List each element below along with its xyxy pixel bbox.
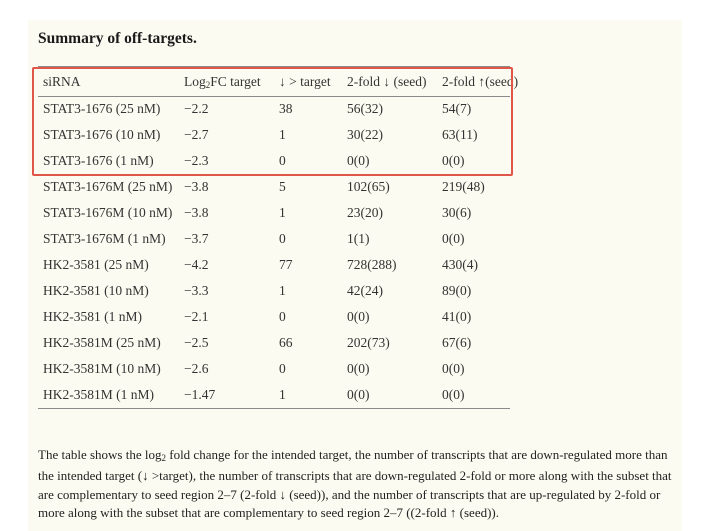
highlight-box [32, 67, 513, 176]
cell-2fold-down-seed: 23(20) [347, 205, 383, 220]
cell-2fold-down-seed: 0(0) [347, 387, 370, 402]
table-title: Summary of off-targets. [38, 30, 197, 47]
caption-log-sub: 2 [161, 453, 166, 463]
cell-down-target: 38 [279, 101, 293, 116]
cell-2fold-down-seed: 728(288) [347, 257, 397, 272]
cell-down-target: 5 [279, 179, 286, 194]
caption-text-start: The table shows the log [38, 447, 162, 462]
cell-down-target: 0 [279, 361, 286, 376]
table-top-rule [38, 66, 510, 67]
cell-down-target: 77 [279, 257, 293, 272]
cell-log2fc-target: −2.2 [184, 101, 209, 116]
table-row: STAT3-1676 (1 nM) −2.3 0 0(0) 0(0) [38, 148, 522, 174]
cell-2fold-up-seed: 0(0) [442, 387, 465, 402]
cell-sirna: STAT3-1676 (1 nM) [43, 153, 154, 168]
table-caption: The table shows the log2 fold change for… [38, 446, 684, 523]
header-log-suffix: FC target [210, 74, 261, 89]
cell-sirna: HK2-3581M (10 nM) [43, 361, 161, 376]
caption-text-rest: fold change for the intended target, the… [38, 447, 672, 521]
cell-down-target: 1 [279, 283, 286, 298]
table-header-row: siRNA Log2FC target ↓ > target 2-fold ↓ … [38, 68, 522, 96]
cell-2fold-up-seed: 54(7) [442, 101, 472, 116]
header-2fold-up-seed: 2-fold ↑(seed) [442, 74, 519, 89]
content-panel [28, 20, 682, 531]
table-bottom-rule [38, 408, 510, 409]
table-row: STAT3-1676 (10 nM) −2.7 1 30(22) 63(11) [38, 122, 522, 148]
table-row: STAT3-1676 (25 nM) −2.2 38 56(32) 54(7) [38, 96, 522, 122]
table-row: STAT3-1676M (1 nM) −3.7 0 1(1) 0(0) [38, 226, 522, 252]
cell-2fold-down-seed: 102(65) [347, 179, 390, 194]
cell-log2fc-target: −3.3 [184, 283, 209, 298]
cell-down-target: 0 [279, 309, 286, 324]
cell-down-target: 66 [279, 335, 293, 350]
cell-2fold-down-seed: 0(0) [347, 361, 370, 376]
cell-log2fc-target: −2.3 [184, 153, 209, 168]
cell-2fold-up-seed: 67(6) [442, 335, 472, 350]
cell-log2fc-target: −2.5 [184, 335, 209, 350]
cell-log2fc-target: −4.2 [184, 257, 209, 272]
cell-2fold-up-seed: 0(0) [442, 153, 465, 168]
cell-log2fc-target: −3.8 [184, 205, 209, 220]
cell-down-target: 1 [279, 387, 286, 402]
cell-2fold-up-seed: 0(0) [442, 231, 465, 246]
cell-sirna: HK2-3581M (25 nM) [43, 335, 161, 350]
cell-2fold-down-seed: 202(73) [347, 335, 390, 350]
cell-2fold-down-seed: 1(1) [347, 231, 370, 246]
table-row: HK2-3581M (10 nM) −2.6 0 0(0) 0(0) [38, 356, 522, 382]
cell-sirna: STAT3-1676 (10 nM) [43, 127, 161, 142]
cell-2fold-up-seed: 0(0) [442, 361, 465, 376]
cell-log2fc-target: −2.7 [184, 127, 209, 142]
cell-2fold-down-seed: 42(24) [347, 283, 383, 298]
cell-sirna: HK2-3581 (25 nM) [43, 257, 149, 272]
table-row: HK2-3581 (10 nM) −3.3 1 42(24) 89(0) [38, 278, 522, 304]
cell-sirna: HK2-3581 (1 nM) [43, 309, 142, 324]
cell-sirna: STAT3-1676M (1 nM) [43, 231, 166, 246]
cell-log2fc-target: −3.8 [184, 179, 209, 194]
cell-log2fc-target: −2.1 [184, 309, 209, 324]
cell-2fold-down-seed: 0(0) [347, 309, 370, 324]
cell-sirna: HK2-3581M (1 nM) [43, 387, 154, 402]
table-row: HK2-3581M (1 nM) −1.47 1 0(0) 0(0) [38, 382, 522, 408]
cell-down-target: 0 [279, 153, 286, 168]
cell-sirna: STAT3-1676 (25 nM) [43, 101, 161, 116]
header-sirna: siRNA [43, 74, 81, 89]
cell-down-target: 1 [279, 205, 286, 220]
cell-2fold-up-seed: 41(0) [442, 309, 472, 324]
cell-2fold-up-seed: 219(48) [442, 179, 485, 194]
cell-log2fc-target: −3.7 [184, 231, 209, 246]
cell-sirna: HK2-3581 (10 nM) [43, 283, 149, 298]
cell-log2fc-target: −2.6 [184, 361, 209, 376]
header-log2fc-target: Log2FC target [179, 68, 274, 96]
cell-2fold-down-seed: 56(32) [347, 101, 383, 116]
cell-sirna: STAT3-1676M (25 nM) [43, 179, 173, 194]
cell-2fold-up-seed: 63(11) [442, 127, 478, 142]
cell-down-target: 0 [279, 231, 286, 246]
header-2fold-down-seed: 2-fold ↓ (seed) [347, 74, 427, 89]
cell-2fold-up-seed: 89(0) [442, 283, 472, 298]
off-targets-table: siRNA Log2FC target ↓ > target 2-fold ↓ … [38, 68, 522, 408]
cell-2fold-down-seed: 30(22) [347, 127, 383, 142]
table-row: HK2-3581M (25 nM) −2.5 66 202(73) 67(6) [38, 330, 522, 356]
header-down-target: ↓ > target [279, 74, 331, 89]
cell-2fold-up-seed: 430(4) [442, 257, 478, 272]
cell-sirna: STAT3-1676M (10 nM) [43, 205, 173, 220]
table-row: STAT3-1676M (25 nM) −3.8 5 102(65) 219(48) [38, 174, 522, 200]
table-row: HK2-3581 (25 nM) −4.2 77 728(288) 430(4) [38, 252, 522, 278]
cell-log2fc-target: −1.47 [184, 387, 216, 402]
cell-2fold-down-seed: 0(0) [347, 153, 370, 168]
cell-2fold-up-seed: 30(6) [442, 205, 472, 220]
table-row: STAT3-1676M (10 nM) −3.8 1 23(20) 30(6) [38, 200, 522, 226]
table-header-rule [38, 96, 510, 97]
cell-down-target: 1 [279, 127, 286, 142]
table-row: HK2-3581 (1 nM) −2.1 0 0(0) 41(0) [38, 304, 522, 330]
header-log-prefix: Log [184, 74, 206, 89]
header-log-sub: 2 [205, 80, 211, 90]
